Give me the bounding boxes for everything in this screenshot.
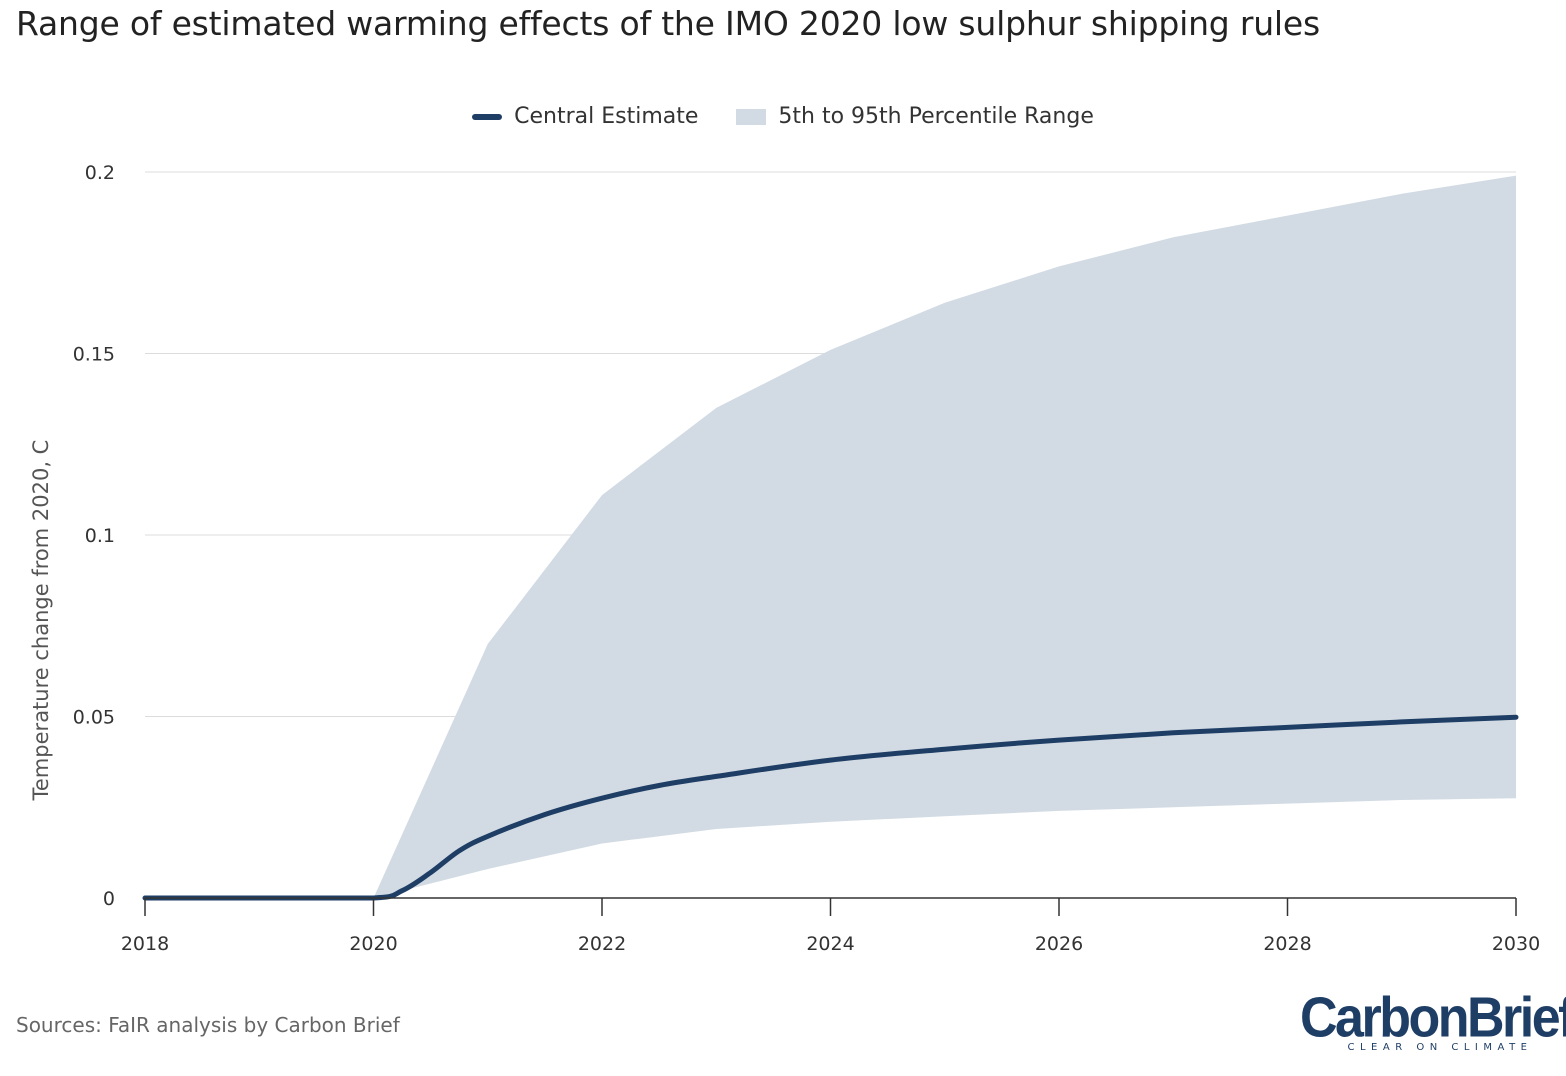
central-estimate-line[interactable] (142, 714, 1519, 901)
carbon-brief-logo: CarbonBrief CLEAR ON CLIMATE (1300, 986, 1566, 1053)
y-tick-label: 0.1 (85, 525, 115, 547)
chart-title: Range of estimated warming effects of th… (16, 4, 1320, 43)
logo-wordmark: CarbonBrief (1300, 986, 1566, 1050)
y-tick-label: 0.05 (73, 707, 115, 729)
x-tick-label: 2018 (121, 933, 169, 955)
source-note: Sources: FaIR analysis by Carbon Brief (16, 1013, 400, 1037)
x-tick-label: 2028 (1263, 933, 1311, 955)
y-tick-label: 0 (103, 888, 115, 910)
legend-range-label: 5th to 95th Percentile Range (778, 104, 1094, 129)
y-tick-label: 0.15 (73, 344, 115, 366)
legend-item-range[interactable]: 5th to 95th Percentile Range (736, 104, 1094, 129)
x-axis-ticks: 2018 2020 2022 2024 2026 2028 2030 (121, 898, 1540, 955)
logo-tagline: CLEAR ON CLIMATE (1347, 1042, 1533, 1053)
x-tick-label: 2020 (349, 933, 397, 955)
y-axis-title: Temperature change from 2020, C (29, 440, 53, 802)
y-tick-label: 0.2 (85, 162, 115, 184)
legend-item-central[interactable]: Central Estimate (472, 104, 698, 129)
x-tick-label: 2030 (1492, 933, 1540, 955)
x-tick-label: 2024 (806, 933, 854, 955)
chart-legend: Central Estimate 5th to 95th Percentile … (0, 104, 1566, 129)
x-tick-label: 2022 (578, 933, 626, 955)
legend-central-label: Central Estimate (514, 104, 699, 129)
percentile-range-band[interactable] (373, 175, 1517, 899)
legend-band-swatch (736, 108, 767, 125)
legend-line-swatch (472, 113, 503, 120)
x-tick-label: 2026 (1035, 933, 1083, 955)
y-axis-ticks: 0 0.05 0.1 0.15 0.2 (73, 162, 115, 910)
